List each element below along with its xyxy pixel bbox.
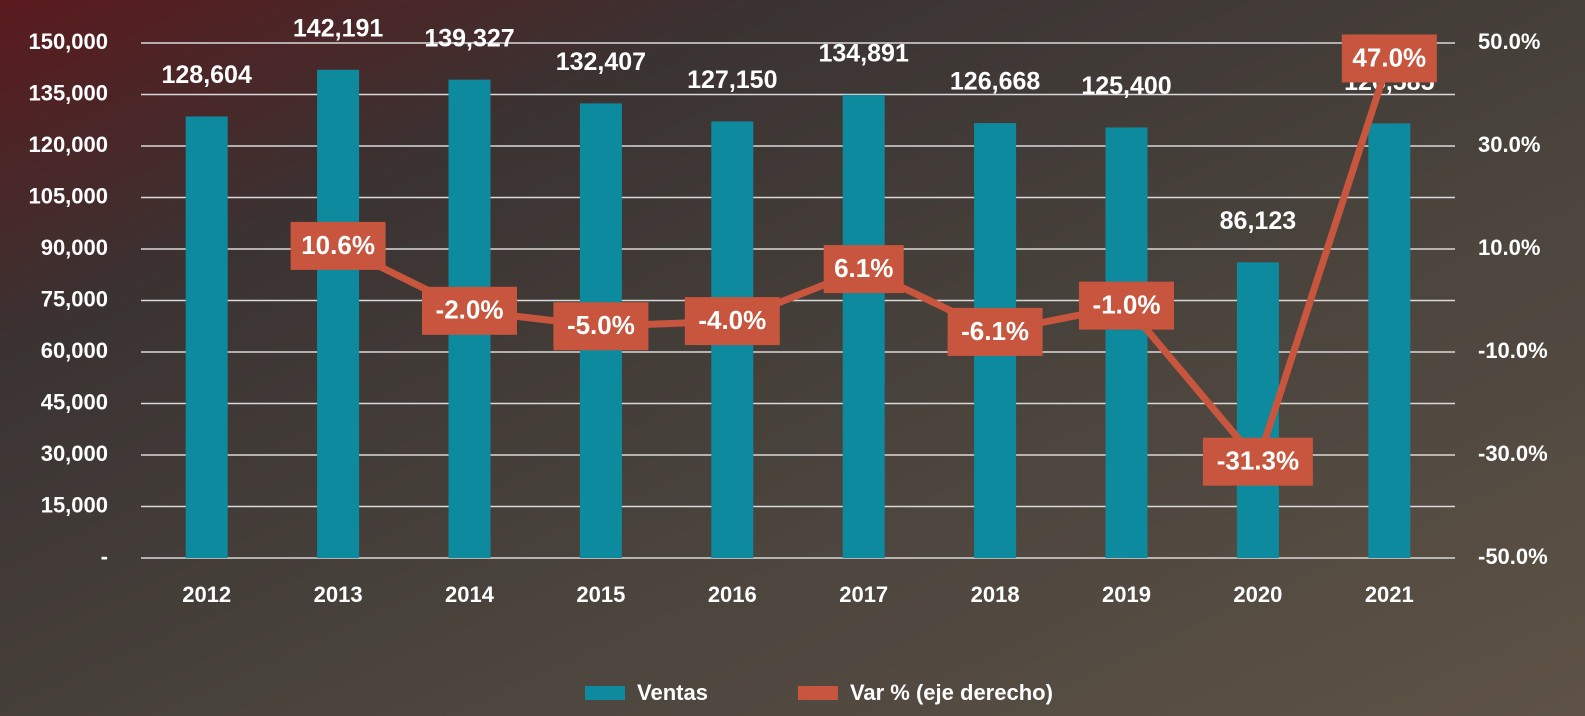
y-tick-label: 135,000 bbox=[28, 80, 108, 105]
bar-value-label: 134,891 bbox=[819, 39, 909, 67]
bar-value-label: 132,407 bbox=[556, 48, 646, 76]
y-tick-label: 15,000 bbox=[41, 492, 108, 517]
y-tick-label: - bbox=[101, 544, 108, 569]
y2-tick-label: 10.0% bbox=[1478, 235, 1540, 260]
y-tick-label: 30,000 bbox=[41, 441, 108, 466]
y-tick-label: 75,000 bbox=[41, 286, 108, 311]
legend-label: Ventas bbox=[637, 680, 708, 705]
bar-value-label: 86,123 bbox=[1220, 207, 1296, 235]
x-tick-label: 2019 bbox=[1102, 582, 1151, 607]
line-value-label: 10.6% bbox=[301, 230, 375, 260]
bar bbox=[317, 70, 359, 558]
y-tick-label: 60,000 bbox=[41, 338, 108, 363]
bar-value-label: 142,191 bbox=[293, 14, 383, 42]
bar-value-label: 139,327 bbox=[424, 24, 514, 52]
x-tick-label: 2017 bbox=[839, 582, 888, 607]
bar-value-label: 127,150 bbox=[687, 66, 777, 94]
bar bbox=[843, 95, 885, 558]
y-tick-label: 120,000 bbox=[28, 132, 108, 157]
y2-tick-label: 30.0% bbox=[1478, 132, 1540, 157]
y2-tick-label: -10.0% bbox=[1478, 338, 1548, 363]
line-value-label: -1.0% bbox=[1093, 290, 1161, 320]
x-tick-label: 2020 bbox=[1233, 582, 1282, 607]
chart: - 15,000 30,000 45,000 60,000 75,000 90,000 105… bbox=[0, 0, 1585, 716]
x-tick-label: 2016 bbox=[708, 582, 757, 607]
legend-swatch bbox=[798, 686, 838, 700]
y-tick-label: 150,000 bbox=[28, 29, 108, 54]
line-value-label: 47.0% bbox=[1352, 42, 1426, 72]
line-value-label: 6.1% bbox=[834, 253, 893, 283]
y2-tick-label: -30.0% bbox=[1478, 441, 1548, 466]
x-tick-label: 2015 bbox=[576, 582, 625, 607]
x-tick-label: 2013 bbox=[314, 582, 363, 607]
y-tick-label: 45,000 bbox=[41, 389, 108, 414]
x-tick-label: 2012 bbox=[182, 582, 231, 607]
line-value-label: -4.0% bbox=[698, 305, 766, 335]
line-value-label: -5.0% bbox=[567, 310, 635, 340]
y-tick-label: 90,000 bbox=[41, 235, 108, 260]
line-value-label: -2.0% bbox=[436, 295, 504, 325]
x-tick-label: 2018 bbox=[971, 582, 1020, 607]
y2-tick-label: -50.0% bbox=[1478, 544, 1548, 569]
bar bbox=[1106, 127, 1148, 558]
bar-value-label: 126,668 bbox=[950, 68, 1040, 96]
background bbox=[0, 0, 1585, 716]
legend-label: Var % (eje derecho) bbox=[850, 680, 1053, 705]
x-tick-label: 2021 bbox=[1365, 582, 1414, 607]
line-value-label: -6.1% bbox=[961, 316, 1029, 346]
bar-value-label: 125,400 bbox=[1081, 72, 1171, 100]
bar bbox=[1368, 123, 1410, 558]
y-tick-label: 105,000 bbox=[28, 183, 108, 208]
bar bbox=[186, 116, 228, 558]
y2-tick-label: 50.0% bbox=[1478, 29, 1540, 54]
legend-swatch bbox=[585, 686, 625, 700]
line-value-label: -31.3% bbox=[1217, 446, 1299, 476]
x-tick-label: 2014 bbox=[445, 582, 495, 607]
bar-value-label: 128,604 bbox=[162, 61, 252, 89]
